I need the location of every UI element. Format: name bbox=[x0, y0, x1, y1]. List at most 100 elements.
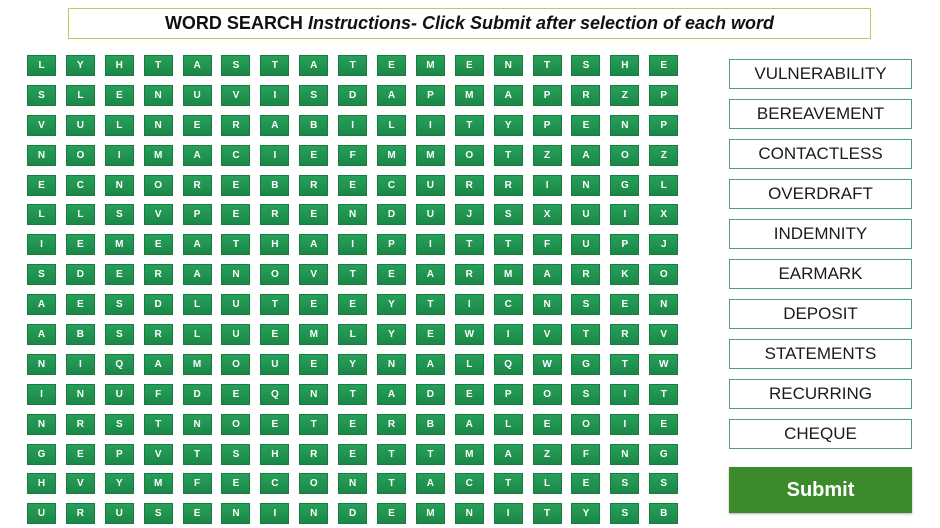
letter-cell[interactable]: O bbox=[610, 144, 640, 166]
letter-cell[interactable]: R bbox=[571, 84, 601, 106]
letter-cell[interactable]: I bbox=[338, 234, 368, 256]
letter-cell[interactable]: N bbox=[65, 383, 95, 405]
letter-cell[interactable]: L bbox=[377, 114, 407, 136]
letter-cell[interactable]: S bbox=[493, 204, 523, 226]
letter-cell[interactable]: Z bbox=[610, 84, 640, 106]
letter-cell[interactable]: U bbox=[104, 503, 134, 525]
letter-cell[interactable]: T bbox=[454, 114, 484, 136]
letter-cell[interactable]: H bbox=[260, 443, 290, 465]
letter-cell[interactable]: V bbox=[65, 473, 95, 495]
letter-cell[interactable]: X bbox=[649, 204, 679, 226]
letter-cell[interactable]: N bbox=[338, 473, 368, 495]
letter-cell[interactable]: O bbox=[65, 144, 95, 166]
letter-cell[interactable]: M bbox=[454, 443, 484, 465]
letter-cell[interactable]: D bbox=[415, 383, 445, 405]
letter-cell[interactable]: U bbox=[104, 383, 134, 405]
letter-cell[interactable]: L bbox=[182, 294, 212, 316]
letter-cell[interactable]: O bbox=[260, 264, 290, 286]
letter-cell[interactable]: N bbox=[299, 503, 329, 525]
letter-cell[interactable]: H bbox=[260, 234, 290, 256]
letter-cell[interactable]: T bbox=[571, 324, 601, 346]
letter-cell[interactable]: H bbox=[27, 473, 56, 495]
letter-cell[interactable]: P bbox=[649, 114, 679, 136]
letter-cell[interactable]: B bbox=[260, 174, 290, 196]
letter-cell[interactable]: Y bbox=[377, 294, 407, 316]
letter-cell[interactable]: B bbox=[65, 324, 95, 346]
letter-cell[interactable]: K bbox=[610, 264, 640, 286]
letter-cell[interactable]: M bbox=[415, 55, 445, 76]
letter-cell[interactable]: S bbox=[104, 294, 134, 316]
letter-cell[interactable]: F bbox=[182, 473, 212, 495]
letter-cell[interactable]: T bbox=[415, 294, 445, 316]
letter-cell[interactable]: S bbox=[649, 473, 679, 495]
letter-cell[interactable]: T bbox=[493, 144, 523, 166]
letter-cell[interactable]: S bbox=[27, 264, 56, 286]
letter-cell[interactable]: P bbox=[610, 234, 640, 256]
letter-cell[interactable]: I bbox=[27, 383, 56, 405]
letter-cell[interactable]: C bbox=[454, 473, 484, 495]
letter-cell[interactable]: R bbox=[454, 174, 484, 196]
letter-cell[interactable]: I bbox=[610, 383, 640, 405]
letter-cell[interactable]: R bbox=[454, 264, 484, 286]
letter-cell[interactable]: A bbox=[377, 383, 407, 405]
letter-cell[interactable]: E bbox=[299, 294, 329, 316]
letter-cell[interactable]: A bbox=[260, 114, 290, 136]
letter-cell[interactable]: E bbox=[377, 55, 407, 76]
letter-cell[interactable]: P bbox=[532, 84, 562, 106]
letter-cell[interactable]: F bbox=[143, 383, 173, 405]
letter-cell[interactable]: I bbox=[65, 353, 95, 375]
letter-cell[interactable]: O bbox=[649, 264, 679, 286]
letter-cell[interactable]: S bbox=[143, 503, 173, 525]
letter-cell[interactable]: N bbox=[610, 114, 640, 136]
letter-cell[interactable]: N bbox=[104, 174, 134, 196]
letter-cell[interactable]: S bbox=[104, 413, 134, 435]
letter-cell[interactable]: L bbox=[27, 204, 56, 226]
letter-cell[interactable]: R bbox=[493, 174, 523, 196]
letter-cell[interactable]: D bbox=[182, 383, 212, 405]
letter-cell[interactable]: P bbox=[649, 84, 679, 106]
letter-cell[interactable]: I bbox=[27, 234, 56, 256]
letter-cell[interactable]: S bbox=[221, 55, 251, 76]
letter-cell[interactable]: E bbox=[571, 473, 601, 495]
letter-cell[interactable]: S bbox=[299, 84, 329, 106]
letter-cell[interactable]: P bbox=[104, 443, 134, 465]
letter-cell[interactable]: I bbox=[532, 174, 562, 196]
letter-cell[interactable]: L bbox=[104, 114, 134, 136]
letter-cell[interactable]: S bbox=[104, 204, 134, 226]
letter-cell[interactable]: I bbox=[415, 114, 445, 136]
letter-cell[interactable]: W bbox=[532, 353, 562, 375]
submit-button[interactable]: Submit bbox=[729, 467, 912, 513]
letter-cell[interactable]: E bbox=[299, 353, 329, 375]
letter-cell[interactable]: E bbox=[649, 55, 679, 76]
letter-cell[interactable]: E bbox=[221, 174, 251, 196]
letter-cell[interactable]: I bbox=[260, 84, 290, 106]
letter-cell[interactable]: L bbox=[454, 353, 484, 375]
letter-cell[interactable]: A bbox=[571, 144, 601, 166]
letter-cell[interactable]: O bbox=[221, 413, 251, 435]
letter-cell[interactable]: E bbox=[221, 473, 251, 495]
letter-cell[interactable]: I bbox=[610, 204, 640, 226]
letter-cell[interactable]: E bbox=[260, 413, 290, 435]
letter-cell[interactable]: T bbox=[143, 413, 173, 435]
letter-cell[interactable]: T bbox=[532, 503, 562, 525]
letter-cell[interactable]: C bbox=[65, 174, 95, 196]
letter-cell[interactable]: G bbox=[571, 353, 601, 375]
letter-cell[interactable]: A bbox=[27, 294, 56, 316]
letter-cell[interactable]: N bbox=[221, 503, 251, 525]
letter-cell[interactable]: Y bbox=[493, 114, 523, 136]
letter-cell[interactable]: E bbox=[182, 503, 212, 525]
letter-cell[interactable]: R bbox=[221, 114, 251, 136]
letter-cell[interactable]: T bbox=[143, 55, 173, 76]
letter-cell[interactable]: T bbox=[260, 55, 290, 76]
letter-cell[interactable]: E bbox=[65, 294, 95, 316]
letter-cell[interactable]: E bbox=[104, 264, 134, 286]
letter-cell[interactable]: E bbox=[260, 324, 290, 346]
letter-cell[interactable]: E bbox=[65, 234, 95, 256]
letter-cell[interactable]: S bbox=[571, 55, 601, 76]
letter-cell[interactable]: R bbox=[65, 503, 95, 525]
letter-cell[interactable]: R bbox=[610, 324, 640, 346]
letter-cell[interactable]: V bbox=[143, 204, 173, 226]
letter-cell[interactable]: R bbox=[65, 413, 95, 435]
letter-cell[interactable]: I bbox=[104, 144, 134, 166]
letter-cell[interactable]: R bbox=[377, 413, 407, 435]
